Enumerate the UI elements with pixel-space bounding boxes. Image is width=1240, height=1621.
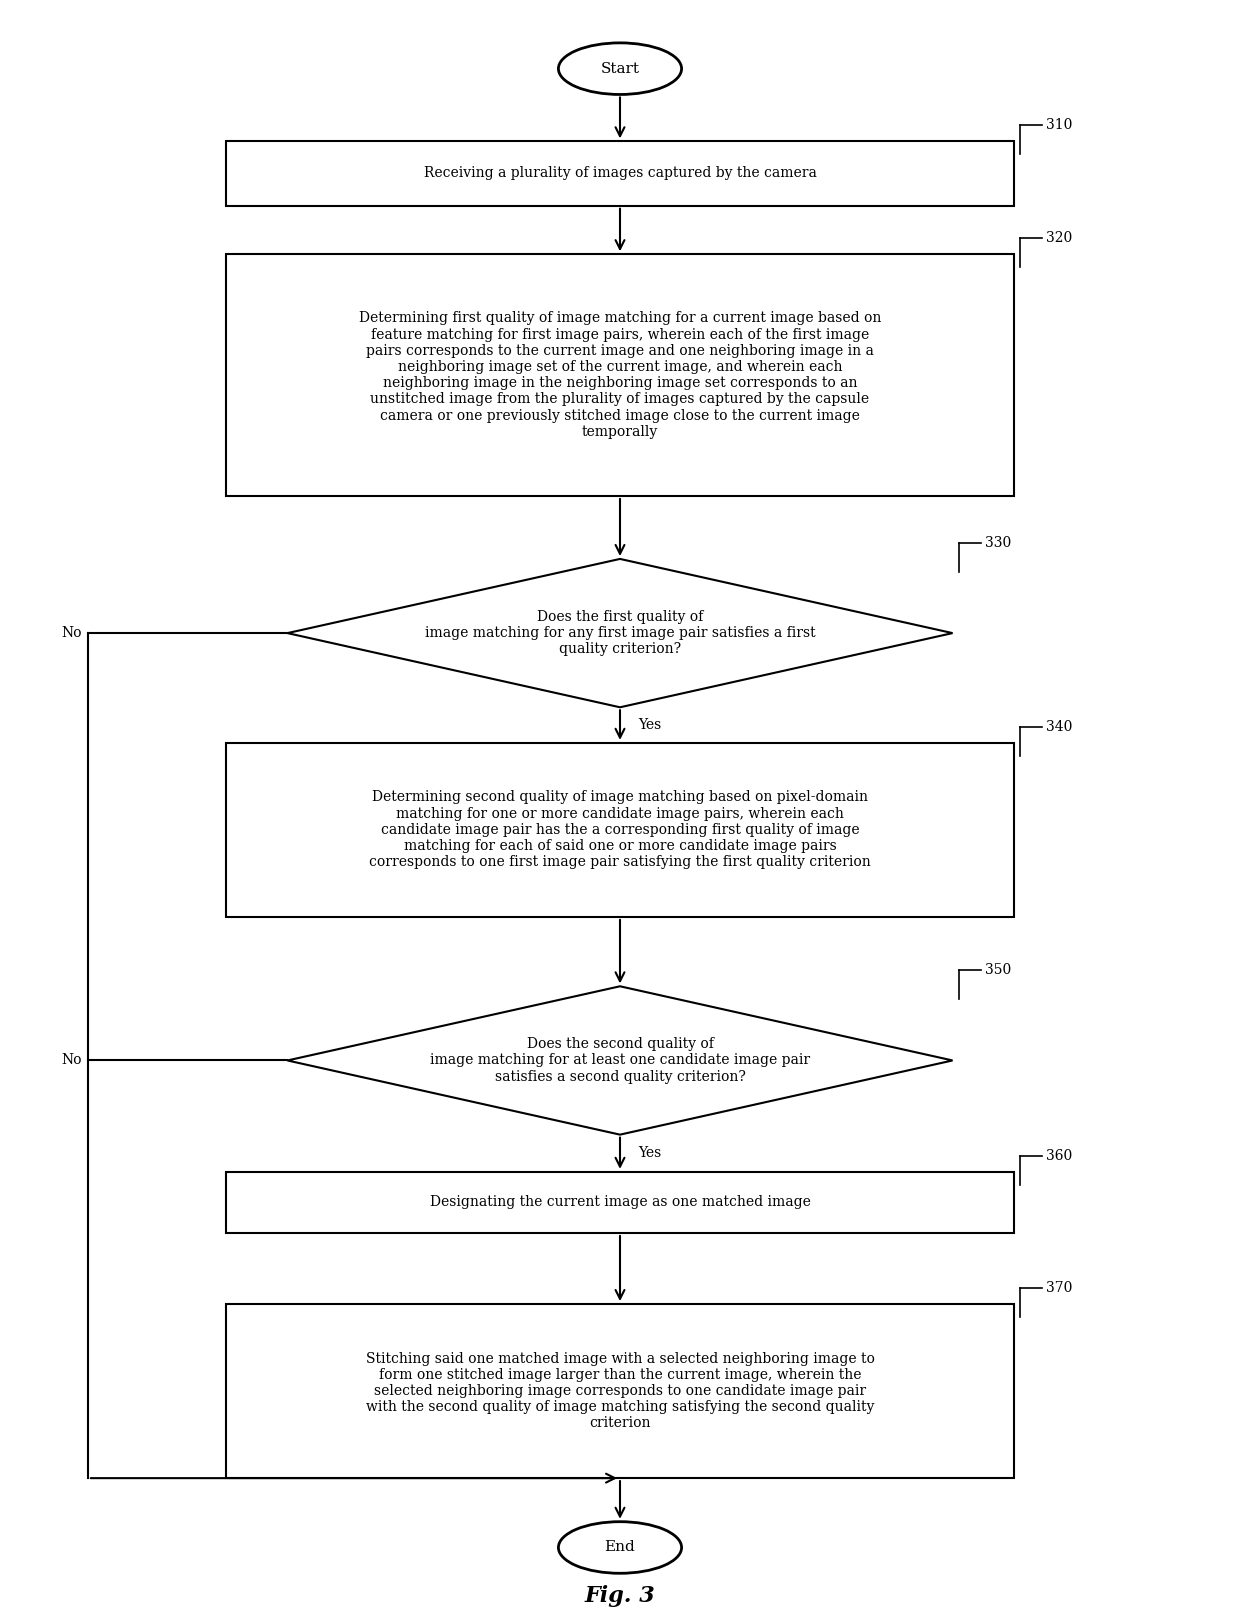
Text: 350: 350 [985,963,1011,977]
Text: No: No [61,1054,82,1068]
FancyBboxPatch shape [226,141,1014,206]
Text: 330: 330 [985,537,1011,550]
Text: 320: 320 [1047,232,1073,245]
Text: 360: 360 [1047,1149,1073,1162]
Text: No: No [61,626,82,640]
Ellipse shape [558,42,682,94]
Text: Fig. 3: Fig. 3 [584,1585,656,1606]
Text: 340: 340 [1047,720,1073,734]
Polygon shape [288,986,952,1135]
Text: Stitching said one matched image with a selected neighboring image to
form one s: Stitching said one matched image with a … [366,1352,874,1430]
Ellipse shape [558,1522,682,1574]
Polygon shape [288,559,952,707]
Text: Determining second quality of image matching based on pixel-domain
matching for : Determining second quality of image matc… [370,791,870,869]
Text: Designating the current image as one matched image: Designating the current image as one mat… [429,1195,811,1209]
Text: 370: 370 [1047,1281,1073,1295]
Text: Does the second quality of
image matching for at least one candidate image pair
: Does the second quality of image matchin… [430,1037,810,1084]
FancyBboxPatch shape [226,1172,1014,1234]
Text: 310: 310 [1047,118,1073,133]
Text: End: End [605,1540,635,1555]
Text: Determining first quality of image matching for a current image based on
feature: Determining first quality of image match… [358,311,882,439]
FancyBboxPatch shape [226,254,1014,496]
Text: Does the first quality of
image matching for any first image pair satisfies a fi: Does the first quality of image matching… [424,609,816,657]
FancyBboxPatch shape [226,742,1014,917]
FancyBboxPatch shape [226,1303,1014,1478]
Text: Receiving a plurality of images captured by the camera: Receiving a plurality of images captured… [424,167,816,180]
Text: Yes: Yes [639,718,662,733]
Text: Yes: Yes [639,1146,662,1161]
Text: Start: Start [600,62,640,76]
